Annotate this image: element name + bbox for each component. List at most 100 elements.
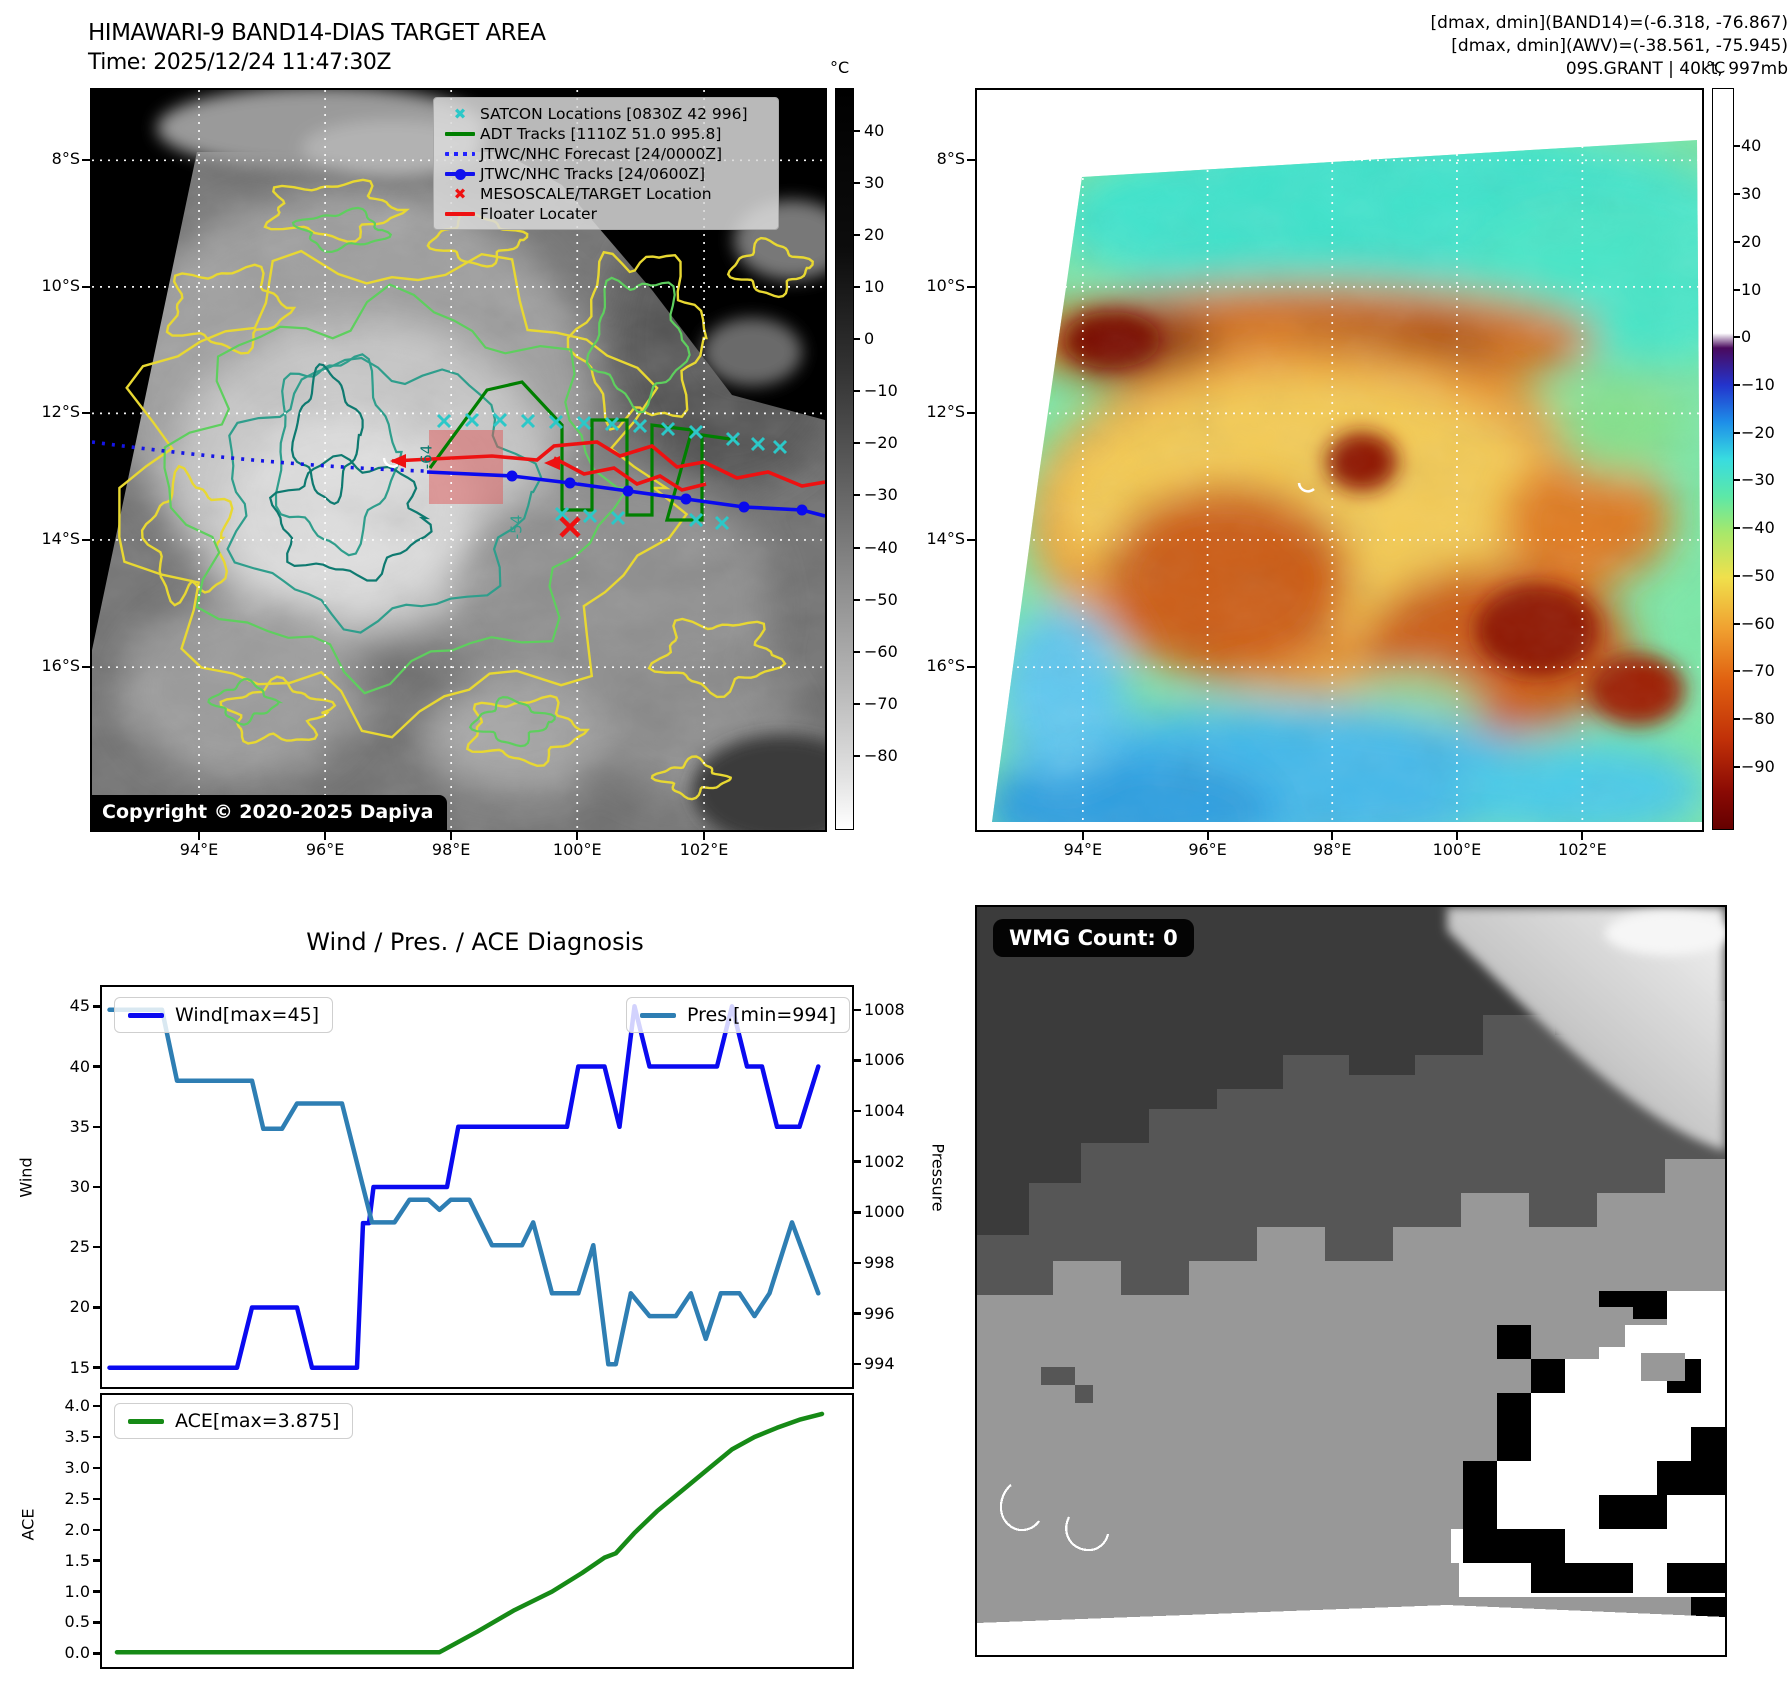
colorbar-tick-label: −30 [864, 485, 898, 505]
temperature-contours [118, 178, 814, 801]
y-tick [93, 1065, 102, 1068]
y-tick [93, 1366, 102, 1369]
colorbar-tick-label: −10 [864, 381, 898, 401]
lon-tick [1581, 831, 1584, 840]
ace-legend-label: ACE[max=3.875] [175, 1410, 340, 1432]
y-tick-label: 1.5 [64, 1550, 90, 1570]
lat-label: 10°S [926, 275, 965, 295]
awv-satellite-map: 8°S 10°S 12°S 14°S 16°S 94°E 96°E 98°E 100°E 102°… [926, 88, 1704, 859]
line-marker-icon [440, 132, 480, 136]
floater-arrowhead [390, 454, 406, 468]
y2-tick [852, 1160, 861, 1163]
map-legend-item: ✖ MESOSCALE/TARGET Location [440, 184, 772, 204]
lon-label: 96°E [305, 840, 345, 859]
colorbar-tick [853, 286, 860, 289]
x-marker-icon: ✖ [440, 186, 480, 202]
series-Pres.[min=994] [107, 1007, 821, 1367]
colorbar-tick-label: 0 [1741, 327, 1752, 347]
map-legend-item: JTWC/NHC Forecast [24/0000Z] [440, 144, 772, 164]
series-Wind[max=45] [107, 1004, 821, 1370]
colorbar-tick-label: 30 [1741, 184, 1762, 204]
map-legend-label: JTWC/NHC Tracks [24/0600Z] [480, 165, 706, 183]
colorbar-tick [853, 546, 860, 549]
ace-axis-label: ACE [18, 1508, 38, 1541]
colorbar-tick [1733, 718, 1740, 721]
lon-label: 94°E [1063, 840, 1103, 859]
lat-label: 12°S [41, 402, 80, 422]
colorbar-tick-label: −30 [1741, 470, 1775, 490]
wind-pressure-lines [107, 1004, 821, 1370]
map-legend-label: MESOSCALE/TARGET Location [480, 185, 712, 203]
wmg-count-badge: WMG Count: 0 [993, 919, 1194, 957]
colorbar-tick [1733, 336, 1740, 339]
map-legend-item: ADT Tracks [1110Z 51.0 995.8] [440, 124, 772, 144]
awv-colorbar-unit: °C [1706, 58, 1726, 77]
ace-line [114, 1411, 825, 1655]
wmg-imagery [977, 907, 1725, 1655]
map-legend-item: ✖ SATCON Locations [0830Z 42 996] [440, 104, 772, 124]
y2-tick-label: 1008 [864, 999, 905, 1019]
y2-tick [852, 1008, 861, 1012]
colorbar-tick-label: 10 [864, 277, 885, 297]
y-tick [93, 1590, 102, 1593]
y2-tick-label: 994 [864, 1354, 895, 1374]
header-info-line: [dmax, dmin](AWV)=(-38.561, -75.945) [1451, 36, 1788, 56]
colorbar-tick [1733, 479, 1740, 482]
colorbar-tick [853, 233, 860, 236]
contour-label-54: -54 [507, 514, 526, 540]
colorbar-tick [853, 181, 860, 184]
x-glyph: ✖ [453, 104, 467, 123]
y2-tick [852, 1261, 861, 1265]
page-title: HIMAWARI-9 BAND14-DIAS TARGET AREA [88, 20, 546, 46]
lat-tick [82, 666, 91, 669]
colorbar-tick-label: 20 [1741, 231, 1762, 251]
colorbar-tick [1733, 145, 1740, 148]
y-tick-label: 0.5 [64, 1612, 90, 1632]
colorbar-tick-label: −20 [864, 433, 898, 453]
lon-tick [450, 831, 453, 840]
lat-tick [82, 538, 91, 541]
colorbar-tick-label: −50 [864, 589, 898, 609]
lat-label: 8°S [936, 149, 965, 169]
colorbar-tick [1733, 574, 1740, 577]
y2-tick [852, 1362, 861, 1366]
colorbar-tick [1733, 384, 1740, 386]
line-glyph [445, 212, 475, 216]
y-tick-label: 2.5 [64, 1488, 90, 1508]
colorbar-tick-label: −70 [1741, 661, 1775, 681]
y-tick-label: 2.0 [64, 1519, 90, 1539]
y-tick [93, 1404, 102, 1408]
colorbar-tick [853, 338, 860, 341]
y-tick-label: 20 [69, 1297, 90, 1317]
colorbar-tick [853, 129, 860, 132]
lon-label: 100°E [1432, 840, 1482, 859]
colorbar-tick [1733, 765, 1740, 768]
lat-label: 14°S [926, 528, 965, 548]
ace-chart: ACE[max=3.875] 0.0 0.5 1.0 1.5 2.0 2.5 3.0 3.5 4… [65, 1393, 854, 1669]
y-tick-label: 0.0 [64, 1643, 90, 1663]
colorbar-tick-label: −40 [864, 537, 898, 557]
colorbar-tick-label: −70 [864, 693, 898, 713]
lon-tick [198, 831, 201, 840]
wmg-mask-pixels [1463, 1291, 1725, 1617]
header-info-line: 09S.GRANT | 40kt, 997mb [1565, 59, 1788, 79]
y-tick-label: 1.0 [64, 1581, 90, 1601]
colorbar-tick [1733, 431, 1740, 434]
y2-tick [852, 1312, 861, 1315]
lon-tick [1081, 831, 1084, 840]
band14-colorbar: 40 30 20 10 0 −10 −20 −30 −40 −50 −60 −70 −80 [835, 88, 898, 830]
colorbar-tick [853, 390, 860, 393]
lat-tick [967, 538, 976, 541]
y2-tick-label: 1006 [864, 1050, 905, 1070]
colorbar-tick-label: 40 [1741, 136, 1762, 156]
colorbar-tick [853, 494, 860, 497]
y-tick [93, 1621, 102, 1624]
pressure-legend-sample [640, 1012, 676, 1018]
dotted-line-glyph [445, 152, 475, 156]
diagnosis-title: Wind / Pres. / ACE Diagnosis [306, 928, 644, 956]
band14-satellite-map: ✖ SATCON Locations [0830Z 42 996] ADT Trac… [41, 88, 827, 859]
eye-contour-marker [1297, 482, 1315, 493]
y-tick [93, 1497, 102, 1501]
latlon-grid [977, 90, 1702, 830]
